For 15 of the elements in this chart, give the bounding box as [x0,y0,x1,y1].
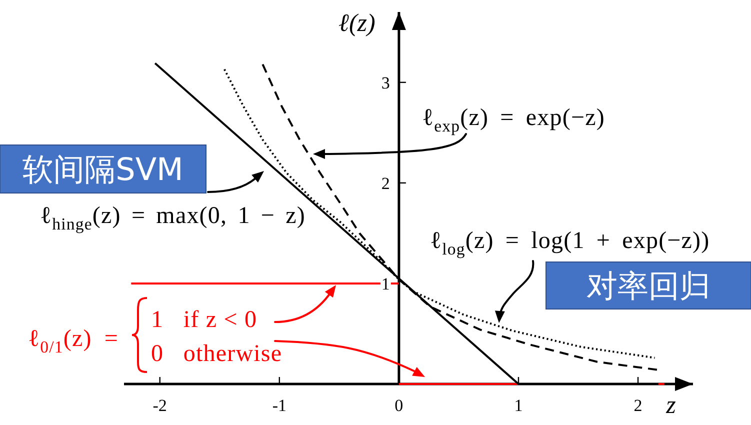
annotation: 1 if z < 0 [151,307,258,333]
x-tick-label: -1 [272,396,286,415]
annotation: 0 otherwise [151,341,282,367]
annotation: ℓ$_{hinge}$(z) = max(0, 1 − z) [40,203,306,234]
x-tick-label: 1 [514,396,523,415]
x-tick-label: -2 [152,396,167,415]
annotation: 对率回归 [586,268,710,304]
annotation: 软间隔SVM [22,152,184,188]
text: ℓ$_{0/1}$(z) = [28,326,119,357]
x-tick-label: 0 [394,396,404,415]
y-axis-title: ℓ(z) [338,10,376,37]
annotation: ℓ$_{log}$(z) = log(1 + exp(−z)) [430,228,710,259]
x-tick-label: 2 [634,396,642,415]
x-axis-title: z [665,392,676,419]
annotation: ℓ$_{exp}$(z) = exp(−z) [422,105,605,136]
